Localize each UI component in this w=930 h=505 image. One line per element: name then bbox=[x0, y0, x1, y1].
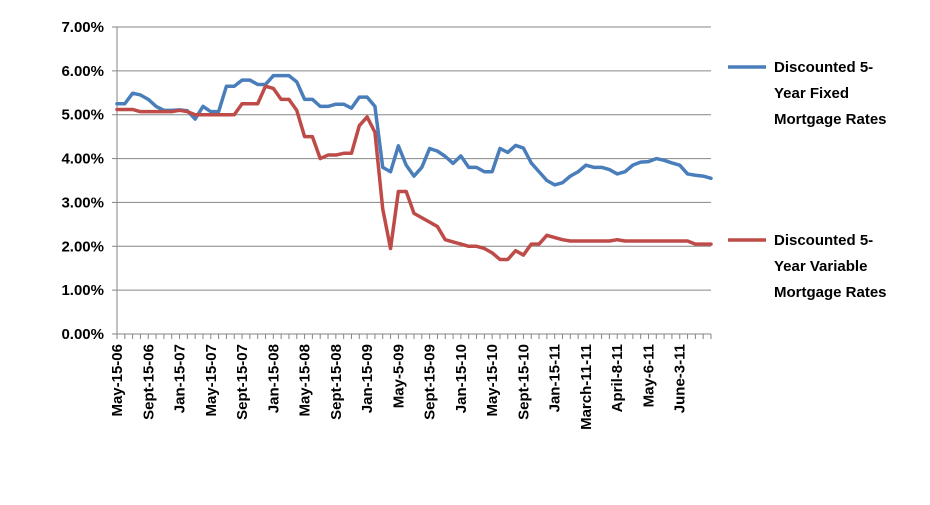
x-axis-tick-labels: May-15-06 Sept-15-06 Jan-15-07 May-15-07 Sep… bbox=[109, 344, 689, 430]
y-tick-label: 3.00% bbox=[61, 194, 104, 211]
y-tick-label: 7.00% bbox=[61, 19, 104, 36]
x-tick-label: Sept-15-09 bbox=[422, 344, 439, 420]
variable-rate-series-line bbox=[115, 84, 713, 262]
y-axis-tick-labels: 0.00% 1.00% 2.00% 3.00% 4.00% 5.00% 6.00% 7.00% bbox=[61, 19, 104, 343]
y-tick-label: 2.00% bbox=[61, 238, 104, 255]
x-tick-label: Jan-15-11 bbox=[547, 344, 564, 412]
x-tick-label: March-11-11 bbox=[578, 344, 595, 430]
x-tick-label: Jan-15-09 bbox=[359, 344, 376, 413]
x-tick-label: Jan-15-10 bbox=[453, 344, 470, 413]
x-tick-label: May-5-09 bbox=[390, 344, 407, 408]
legend-label: Year Variable bbox=[774, 258, 867, 275]
y-tick-label: 1.00% bbox=[61, 282, 104, 299]
legend-label: Discounted 5- bbox=[774, 59, 873, 76]
x-tick-label: May-15-10 bbox=[484, 344, 501, 417]
legend-label: Mortgage Rates bbox=[774, 111, 887, 128]
y-tick-label: 4.00% bbox=[61, 151, 104, 168]
x-tick-label: May-6-11 bbox=[640, 344, 657, 407]
legend: Discounted 5- Year Fixed Mortgage Rates Dis… bbox=[728, 59, 887, 301]
y-tick-label: 6.00% bbox=[61, 63, 104, 80]
x-tick-label: June-3-11 bbox=[672, 344, 689, 413]
x-tick-label: Jan-15-07 bbox=[172, 344, 189, 413]
x-tick-label: Sept-15-07 bbox=[234, 344, 251, 420]
series-lines bbox=[115, 73, 713, 262]
x-tick-label: April-8-11 bbox=[609, 344, 626, 412]
x-tick-label: May-15-06 bbox=[109, 344, 126, 417]
fixed-rate-series-line bbox=[115, 73, 713, 187]
x-tick-label: Sept-15-06 bbox=[140, 344, 157, 420]
gridlines bbox=[117, 26, 711, 291]
x-tick-label: Jan-15-08 bbox=[265, 344, 282, 413]
x-tick-label: May-15-07 bbox=[203, 344, 220, 417]
x-tick-label: Sept-15-08 bbox=[328, 344, 345, 420]
y-tick-label: 0.00% bbox=[61, 326, 104, 343]
x-tick-label: Sept-15-10 bbox=[515, 344, 532, 420]
legend-label: Year Fixed bbox=[774, 85, 849, 102]
x-tick-label: May-15-08 bbox=[297, 344, 314, 417]
legend-label: Mortgage Rates bbox=[774, 284, 887, 301]
axes bbox=[112, 26, 712, 339]
legend-label: Discounted 5- bbox=[774, 232, 873, 249]
y-tick-label: 5.00% bbox=[61, 107, 104, 124]
